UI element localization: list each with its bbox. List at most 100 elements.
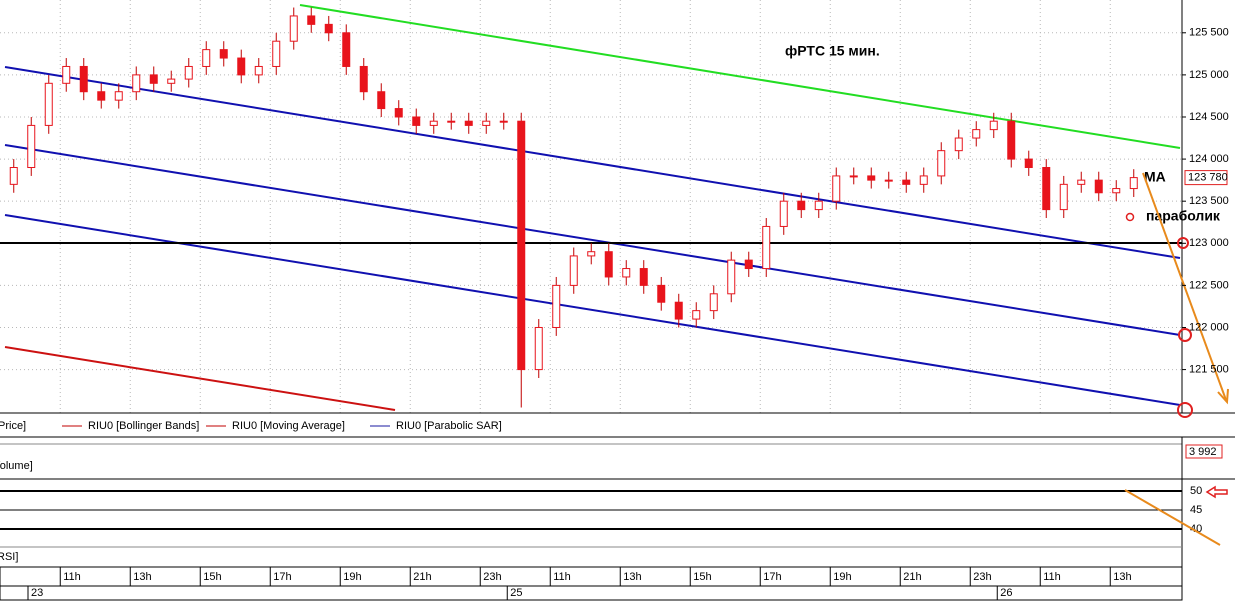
candle-body [867, 175, 876, 181]
candle-body [744, 259, 753, 270]
candle-body [1024, 158, 1033, 169]
y-tick-label: 125 500 [1189, 27, 1229, 39]
candle-body [657, 284, 666, 303]
candle-body [814, 200, 823, 211]
candle-body [1077, 179, 1086, 185]
legend-label: Price] [0, 420, 26, 432]
trend-line [299, 4, 1181, 149]
y-tick-label: 122 000 [1189, 321, 1229, 333]
candle-body [114, 91, 123, 101]
y-tick-label: 122 500 [1189, 279, 1229, 291]
candle-body [919, 175, 928, 185]
rsi-tick-label: 50 [1190, 485, 1202, 497]
y-tick-label: 124 000 [1189, 153, 1229, 165]
candle-body [464, 120, 473, 126]
candle-body [219, 49, 228, 59]
candle-body [132, 74, 141, 93]
x-tick-label: 15h [203, 571, 221, 583]
y-tick-label: 121 500 [1189, 363, 1229, 375]
rsi-tick-label: 45 [1190, 504, 1202, 516]
candle-body [517, 120, 526, 371]
candle-body [499, 120, 508, 123]
candle-body [884, 179, 893, 182]
arrow-icon [1205, 485, 1228, 499]
x-tick-label: 15h [693, 571, 711, 583]
arrow-head [1217, 388, 1229, 405]
candle-body [569, 255, 578, 286]
candle-body [202, 49, 211, 67]
x-tick-label: 19h [343, 571, 361, 583]
channel-line [4, 66, 1181, 259]
arrow [1124, 489, 1221, 546]
y-tick-label: 125 000 [1189, 69, 1229, 81]
x-tick-label: 21h [903, 571, 921, 583]
candle-body [587, 251, 596, 257]
last-value-label: 123 780 [1188, 172, 1228, 184]
annotation: MA [1144, 169, 1166, 185]
panel-label: Volume] [0, 460, 33, 472]
candle-body [149, 74, 158, 84]
candle-body [359, 65, 368, 93]
candle-body [1112, 188, 1121, 194]
candle-body [1094, 179, 1103, 194]
candle-body [394, 108, 403, 118]
day-label: 25 [510, 587, 522, 599]
candle-body [324, 23, 333, 34]
candle-body [937, 150, 946, 177]
candle-body [97, 91, 106, 101]
candle-body [429, 120, 438, 126]
candle-body [62, 65, 71, 84]
candle-body [622, 268, 631, 278]
legend-label: RIU0 [Bollinger Bands] [88, 420, 199, 432]
marker [1177, 402, 1193, 418]
candle-body [797, 200, 806, 211]
x-tick-label: 11h [553, 571, 571, 583]
candle-body [534, 326, 543, 371]
candle-body [27, 124, 36, 169]
candle-body [412, 116, 421, 126]
candle-body [727, 259, 736, 295]
candle-body [184, 65, 193, 80]
legend: Price] RIU0 [Bollinger Bands] RIU0 [Moving… [0, 420, 502, 432]
candles [9, 7, 1138, 408]
value-box [1185, 444, 1223, 459]
candle-body [167, 78, 176, 84]
candle-body [1059, 183, 1068, 211]
candle-body [674, 301, 683, 320]
volume-label: 3 992 [1189, 446, 1217, 458]
candle-body [9, 167, 18, 185]
candle-body [482, 120, 491, 126]
x-tick-label: 23h [483, 571, 501, 583]
candle-body [762, 225, 771, 270]
candle-body [1042, 167, 1051, 211]
candle-body [447, 120, 456, 123]
candle-body [639, 268, 648, 286]
panel-label: RSI] [0, 551, 18, 563]
candle-body [709, 293, 718, 312]
candle-body [972, 129, 981, 139]
trend-line [4, 346, 396, 411]
marker [1177, 237, 1189, 249]
candle-body [954, 137, 963, 152]
channel-line [4, 144, 1181, 336]
x-tick-label: 13h [1113, 571, 1131, 583]
legend-label: RIU0 [Parabolic SAR] [396, 420, 502, 432]
day-label: 26 [1000, 587, 1012, 599]
x-tick-label: 23h [973, 571, 991, 583]
candle-body [1007, 120, 1016, 160]
candle-body [902, 179, 911, 185]
time-axis [0, 566, 1183, 601]
y-tick-label: 124 500 [1189, 111, 1229, 123]
candle-body [692, 310, 701, 320]
arrow [1142, 172, 1227, 401]
chart-title: фРТС 15 мин. [785, 43, 880, 59]
x-tick-label: 13h [133, 571, 151, 583]
legend-label: RIU0 [Moving Average] [232, 420, 345, 432]
y-tick-label: 123 000 [1189, 237, 1229, 249]
value-box [1184, 170, 1228, 186]
x-tick-label: 21h [413, 571, 431, 583]
candle-body [779, 200, 788, 227]
candle-body [254, 65, 263, 76]
